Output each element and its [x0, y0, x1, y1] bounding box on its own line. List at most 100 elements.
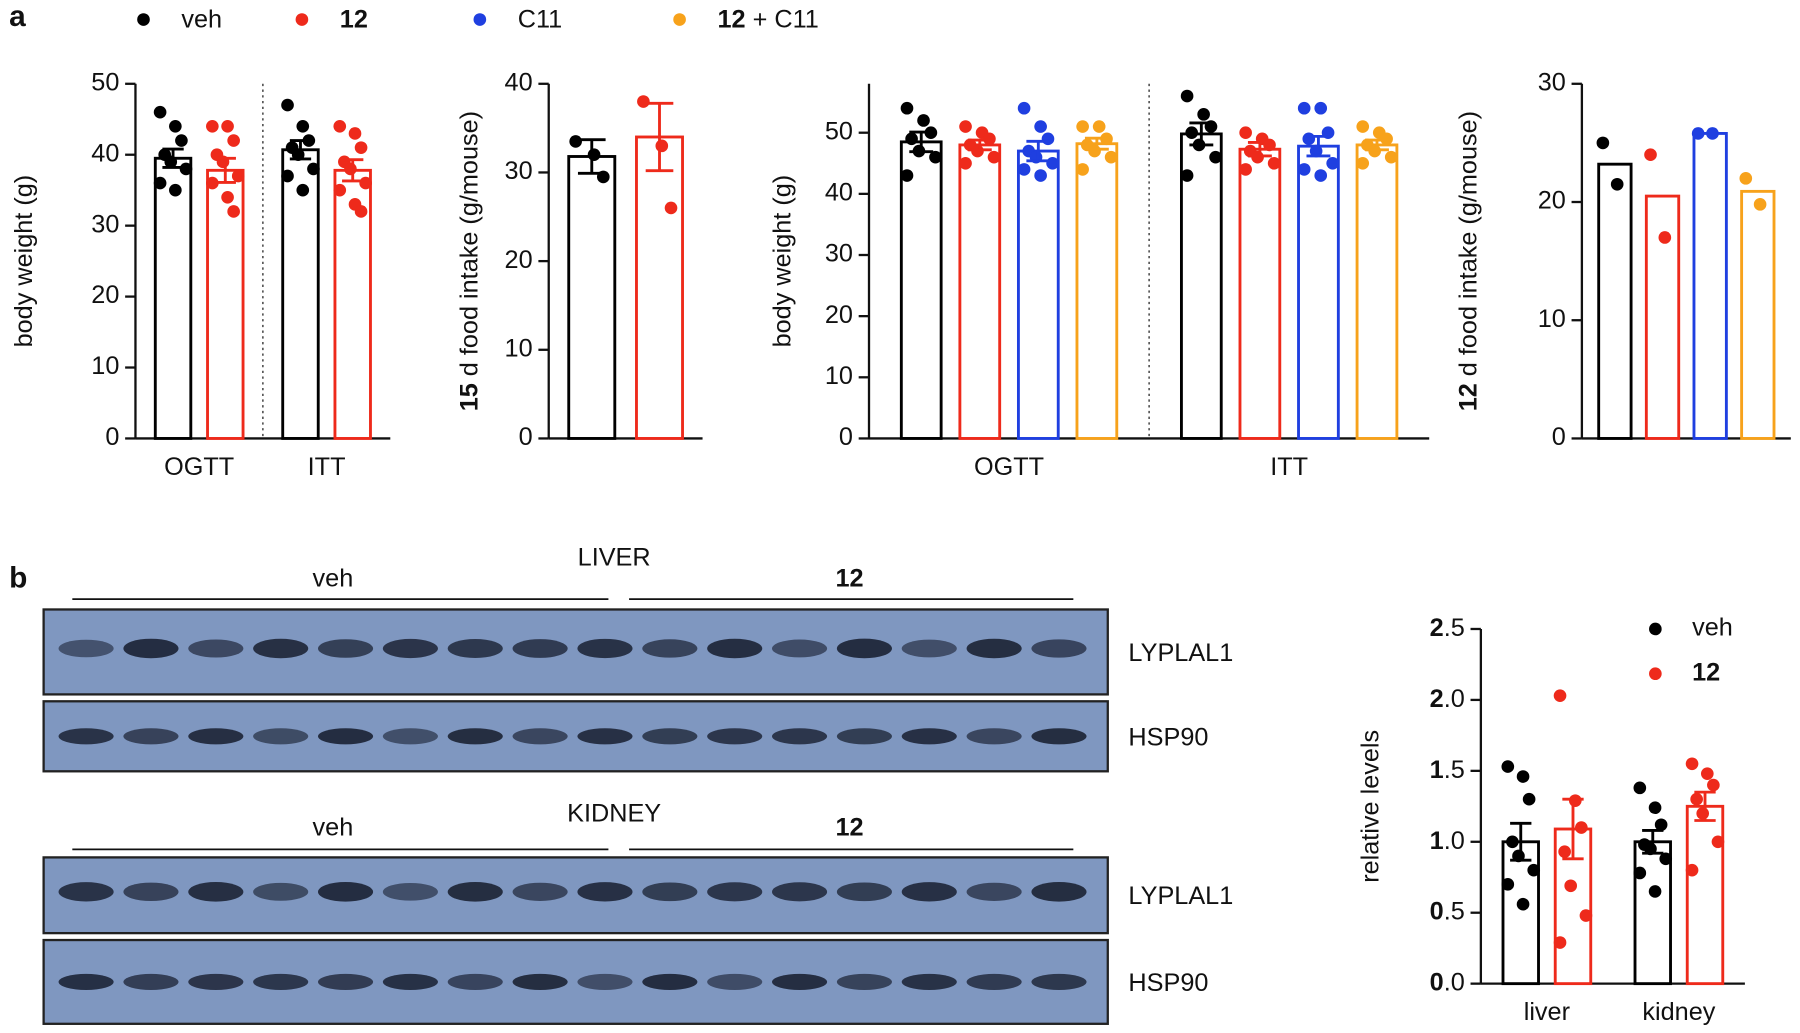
- data-point: [1516, 897, 1530, 911]
- data-point: [905, 132, 918, 146]
- data-point: [1700, 767, 1714, 780]
- y-tick-label: 30: [91, 210, 119, 238]
- y-tick-label: 50: [825, 117, 853, 145]
- data-point: [1017, 163, 1031, 176]
- blot-band: [707, 728, 763, 745]
- error-bar: [577, 138, 606, 175]
- legend-label: veh: [181, 5, 222, 33]
- error-bar: [1694, 790, 1716, 822]
- y-axis-label: body weight (g): [769, 175, 797, 348]
- blot-band: [188, 973, 244, 990]
- legend-label: C11: [518, 5, 562, 33]
- data-point: [1654, 818, 1668, 832]
- y-tick-label: 10: [91, 352, 119, 380]
- y-tick-label: 30: [505, 157, 533, 185]
- data-point: [179, 162, 193, 176]
- blot-band: [447, 638, 503, 658]
- bar: [1016, 149, 1060, 440]
- data-point: [655, 139, 669, 153]
- band-label: LYPLAL1: [1128, 639, 1233, 667]
- data-point: [1516, 770, 1530, 783]
- y-tick-label: 10: [825, 362, 853, 390]
- x-tick-label: ITT: [1270, 453, 1308, 481]
- blot-band: [512, 882, 568, 901]
- error-bar: [1642, 828, 1664, 855]
- data-point: [959, 156, 972, 170]
- blot-band: [707, 882, 763, 902]
- data-point: [1633, 866, 1647, 880]
- blot-band: [1031, 973, 1087, 990]
- error-bar: [289, 139, 312, 161]
- y-tick-label: 1.5: [1430, 756, 1465, 784]
- data-point: [227, 134, 240, 147]
- blot-band: [58, 973, 114, 990]
- blot-band: [707, 638, 763, 659]
- data-point: [1501, 760, 1515, 773]
- bar: [1297, 144, 1340, 440]
- blot-band: [317, 639, 374, 658]
- legend-marker: [473, 13, 487, 26]
- data-point: [987, 150, 1001, 164]
- data-point: [1314, 169, 1328, 182]
- y-tick-label: 10: [505, 334, 533, 362]
- bar: [958, 143, 1002, 440]
- data-point: [1553, 689, 1567, 702]
- data-point: [1034, 120, 1047, 133]
- error-bar: [214, 156, 236, 184]
- data-point: [1326, 156, 1339, 170]
- data-point: [221, 190, 234, 204]
- data-point: [1553, 936, 1567, 949]
- data-point: [227, 205, 240, 218]
- error-bar: [1306, 134, 1331, 158]
- y-tick-label: 0.0: [1430, 968, 1465, 996]
- blot-band: [188, 639, 244, 658]
- blot-band: [253, 973, 309, 990]
- blot-band: [123, 728, 179, 745]
- data-point: [1197, 108, 1210, 121]
- data-point: [1302, 132, 1316, 146]
- group-label: 12: [835, 564, 863, 592]
- blot-band: [382, 728, 438, 745]
- y-tick-label: 40: [91, 139, 119, 167]
- blot-band: [512, 973, 568, 990]
- blot-band: [123, 973, 179, 990]
- error-bar: [1026, 139, 1051, 163]
- x-tick-label: liver: [1524, 998, 1570, 1026]
- panel-label: a: [9, 0, 26, 33]
- x-tick-label: ITT: [308, 453, 346, 481]
- x-tick-label: kidney: [1642, 998, 1715, 1026]
- y-tick-label: 10: [1538, 305, 1566, 333]
- blot-band: [253, 882, 309, 901]
- data-point: [1209, 150, 1222, 164]
- data-point: [1046, 156, 1059, 170]
- error-bar: [342, 158, 364, 183]
- data-point: [153, 176, 167, 190]
- data-point: [1356, 156, 1370, 170]
- data-point: [1501, 878, 1515, 891]
- blot-band: [642, 882, 698, 902]
- legend-label: 12 + C11: [717, 5, 818, 33]
- data-point: [1267, 156, 1281, 170]
- blot-band: [836, 638, 892, 659]
- blot-band: [512, 639, 568, 658]
- blot-band: [382, 882, 438, 901]
- bar: [567, 155, 617, 440]
- data-point: [1633, 781, 1647, 795]
- blot-band: [317, 973, 374, 990]
- y-tick-label: 0.5: [1430, 897, 1465, 925]
- data-point: [1088, 144, 1101, 158]
- legend-label: 12: [1692, 658, 1720, 686]
- blot-band: [317, 882, 374, 902]
- error-bar: [1247, 141, 1272, 158]
- legend-marker: [673, 13, 686, 26]
- blot-band: [188, 882, 244, 902]
- data-point: [333, 120, 347, 133]
- y-tick-label: 30: [1538, 68, 1566, 96]
- data-point: [1384, 150, 1398, 164]
- y-tick-label: 0: [519, 423, 533, 451]
- y-tick-label: 2.5: [1430, 614, 1465, 642]
- data-point: [221, 120, 234, 133]
- blot-band: [1031, 882, 1087, 902]
- blot-band: [642, 639, 698, 658]
- blot-band: [1031, 728, 1087, 745]
